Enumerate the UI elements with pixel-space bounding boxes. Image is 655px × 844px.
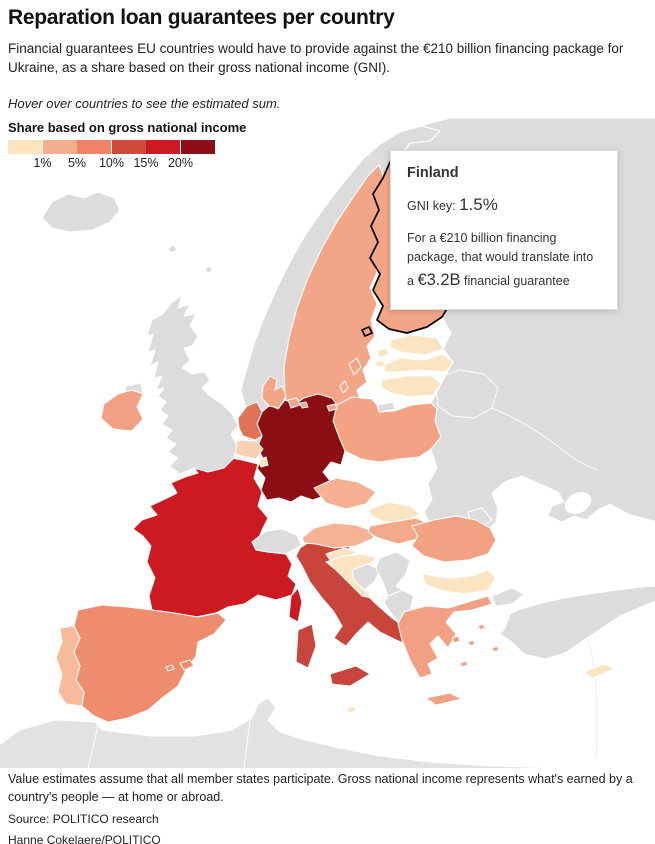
country-germany[interactable] bbox=[256, 393, 346, 503]
page-title: Reparation loan guarantees per country bbox=[8, 6, 395, 29]
hover-instruction: Hover over countries to see the estimate… bbox=[8, 95, 281, 111]
shetland-islands bbox=[204, 265, 213, 274]
country-malta bbox=[346, 705, 357, 714]
faroe-islands bbox=[167, 244, 178, 254]
mideast-border-line bbox=[587, 639, 598, 759]
tooltip-gni-value: 1.5% bbox=[459, 195, 498, 214]
legend-tick-20%: 20% bbox=[167, 156, 194, 170]
country-czechia[interactable] bbox=[313, 477, 377, 510]
country-bulgaria[interactable] bbox=[421, 569, 497, 595]
bornholm-island bbox=[326, 403, 338, 412]
country-luxembourg[interactable] bbox=[258, 456, 269, 468]
tooltip-body: For a €210 billion financing package, th… bbox=[407, 229, 601, 293]
funen-island bbox=[299, 401, 309, 409]
hiiumaa-island bbox=[374, 359, 386, 368]
crete-island bbox=[425, 692, 463, 706]
country-france[interactable] bbox=[132, 455, 297, 618]
country-latvia[interactable] bbox=[383, 353, 454, 373]
country-denmark[interactable] bbox=[261, 375, 287, 409]
legend-title: Share based on gross national income bbox=[8, 120, 247, 135]
country-bosnia bbox=[351, 563, 381, 591]
legend-tick-15%: 15% bbox=[133, 156, 159, 170]
tooltip-country-name: Finland bbox=[407, 165, 459, 181]
ukraine-russia-border-line bbox=[491, 407, 599, 471]
legend-swatch-5 bbox=[180, 140, 215, 154]
region-north-africa bbox=[0, 697, 609, 768]
africa-border-lines bbox=[87, 719, 251, 768]
map-tooltip: Finland GNI key: 1.5% For a €210 billion… bbox=[390, 150, 618, 311]
country-austria[interactable] bbox=[301, 522, 375, 549]
country-estonia[interactable] bbox=[389, 334, 444, 356]
tooltip-body-prefix: For a €210 billion financing package, th… bbox=[407, 231, 594, 288]
legend-swatch-1 bbox=[42, 140, 77, 154]
corsica-island bbox=[288, 587, 303, 623]
country-turkey bbox=[499, 585, 655, 660]
oland-island bbox=[339, 380, 349, 394]
country-serbia bbox=[375, 551, 411, 597]
aegean-islands bbox=[451, 623, 500, 668]
legend-swatch-4 bbox=[146, 140, 180, 154]
country-iceland bbox=[41, 191, 121, 233]
zealand-island bbox=[287, 397, 301, 409]
legend-tick-10%: 10% bbox=[98, 156, 125, 170]
region-kaliningrad bbox=[376, 401, 396, 413]
country-portugal[interactable] bbox=[55, 625, 85, 707]
country-cyprus bbox=[583, 663, 615, 679]
footer: Value estimates assume that all member s… bbox=[8, 770, 647, 844]
country-lithuania[interactable] bbox=[380, 375, 442, 398]
aland-islands bbox=[361, 326, 373, 337]
balearic-islands bbox=[165, 659, 195, 672]
tooltip-gni-row: GNI key: 1.5% bbox=[407, 195, 601, 215]
country-romania[interactable] bbox=[411, 515, 497, 563]
saaremaa-island bbox=[376, 347, 390, 358]
country-spain[interactable] bbox=[73, 604, 227, 723]
header: Reparation loan guarantees per country F… bbox=[8, 6, 647, 111]
legend-tick-labels: 1% 5% 10% 15% 20% bbox=[8, 156, 246, 172]
country-greece[interactable] bbox=[397, 595, 493, 679]
legend-swatch-3 bbox=[111, 140, 146, 154]
country-slovakia[interactable] bbox=[367, 501, 421, 523]
tooltip-amount: €3.2B bbox=[417, 270, 461, 289]
sea-of-azov bbox=[564, 491, 592, 515]
source-line: Source: POLITICO research bbox=[8, 812, 159, 827]
byline: Hanne Cokelaere/POLITICO bbox=[8, 832, 161, 844]
footnote: Value estimates assume that all member s… bbox=[8, 772, 633, 805]
country-netherlands[interactable] bbox=[237, 401, 263, 441]
legend-tick-1%: 1% bbox=[33, 156, 52, 170]
country-ireland[interactable] bbox=[100, 389, 144, 432]
tooltip-body-suffix: financial guarantee bbox=[460, 273, 570, 288]
country-turkey-thrace bbox=[491, 587, 525, 607]
sardinia-island bbox=[295, 623, 317, 669]
country-poland[interactable] bbox=[332, 396, 442, 463]
country-united-kingdom bbox=[146, 295, 239, 475]
legend-swatch-2 bbox=[77, 140, 111, 154]
color-legend: Share based on gross national income 1% 5… bbox=[8, 120, 246, 172]
legend-swatch-0 bbox=[8, 140, 42, 154]
subtitle: Financial guarantees EU countries would … bbox=[8, 41, 624, 75]
legend-tick-5%: 5% bbox=[67, 156, 87, 170]
sicily-island bbox=[329, 665, 371, 687]
country-switzerland bbox=[251, 528, 302, 555]
legend-swatches bbox=[8, 140, 246, 154]
tooltip-gni-label: GNI key: bbox=[407, 199, 460, 213]
gotland-island bbox=[348, 357, 362, 376]
